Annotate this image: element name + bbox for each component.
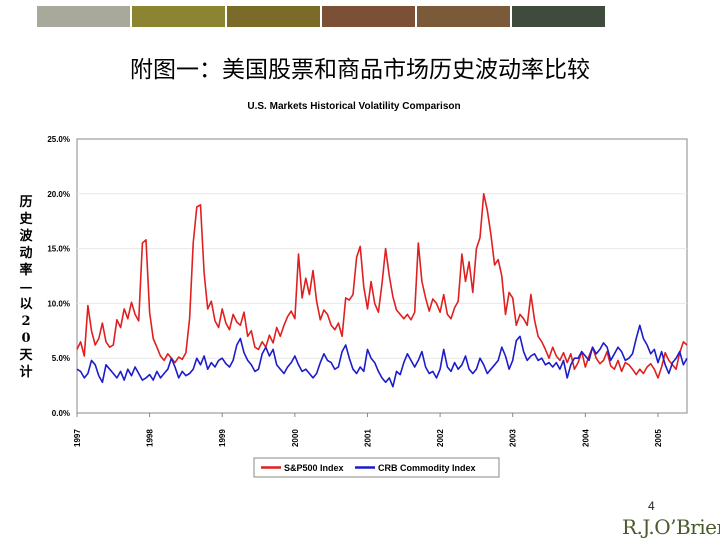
y-tick-label: 25.0% <box>47 135 70 144</box>
y-tick-label: 0.0% <box>52 409 70 418</box>
x-tick-label: 1999 <box>218 429 227 447</box>
x-tick-label: 2003 <box>509 429 518 447</box>
header-bar-segment <box>417 6 510 27</box>
legend-box <box>253 457 500 478</box>
x-axis: 1997 1998 1999 2000 2001 2002 2003 2004 2005 <box>73 413 663 447</box>
header-bar-segment <box>132 6 225 27</box>
legend-label-sp500: S&P500 Index <box>284 463 344 473</box>
x-tick-label: 1998 <box>146 429 155 447</box>
x-tick-label: 2002 <box>436 429 445 447</box>
y-tick-label: 10.0% <box>47 299 70 308</box>
y-tick-label: 15.0% <box>47 245 70 254</box>
y-axis: 0.0% 5.0% 10.0% 15.0% 20.0% 25.0% <box>47 135 70 418</box>
header-bar-segment <box>512 6 605 27</box>
chart-title: U.S. Markets Historical Volatility Compa… <box>247 101 460 112</box>
header-bar-segment <box>37 6 130 27</box>
x-tick-label: 2005 <box>654 429 663 447</box>
y-axis-caption: 历史波动率—以20天计 <box>19 195 33 380</box>
x-tick-label: 1997 <box>73 429 82 447</box>
slide-title: 附图一：美国股票和商品市场历史波动率比较 <box>130 57 590 83</box>
x-tick-label: 2004 <box>581 429 590 447</box>
header-bar-segment <box>322 6 415 27</box>
y-tick-label: 20.0% <box>47 190 70 199</box>
header-color-bar <box>37 6 605 27</box>
series-line-crb-commodity-index <box>76 324 688 388</box>
legend: S&P500 Index CRB Commodity Index <box>253 457 500 478</box>
x-tick-label: 2001 <box>363 429 372 447</box>
y-tick-label: 5.0% <box>52 354 70 363</box>
legend-label-crb: CRB Commodity Index <box>378 463 476 473</box>
series-lines <box>76 193 688 388</box>
series-line-s-p500-index <box>76 193 688 379</box>
x-tick-label: 2000 <box>291 429 300 447</box>
chart-title-box <box>232 95 477 114</box>
header-bar-segment <box>227 6 320 27</box>
page-number: 4 <box>648 499 655 513</box>
company-logo: R.J.O’Brien <box>622 515 720 539</box>
